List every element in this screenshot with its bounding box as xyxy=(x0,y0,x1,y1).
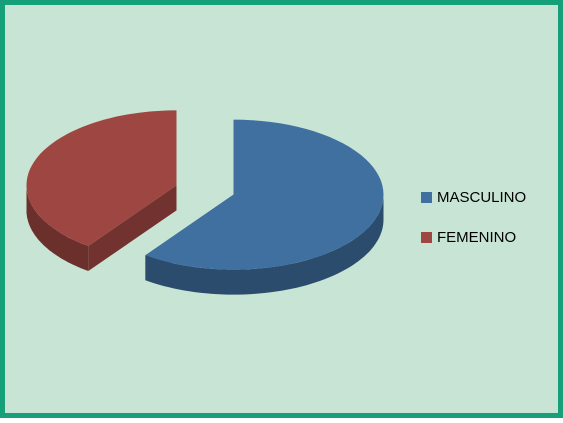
legend-label: MASCULINO xyxy=(437,189,526,206)
slice-cut-face xyxy=(88,185,177,271)
legend-swatch xyxy=(421,232,432,243)
pie-slice xyxy=(26,110,177,247)
legend-label: FEMENINO xyxy=(437,229,516,246)
pie-slice xyxy=(145,119,384,270)
slice-side xyxy=(26,185,89,271)
slice-side xyxy=(145,194,384,295)
legend-swatch xyxy=(421,192,432,203)
